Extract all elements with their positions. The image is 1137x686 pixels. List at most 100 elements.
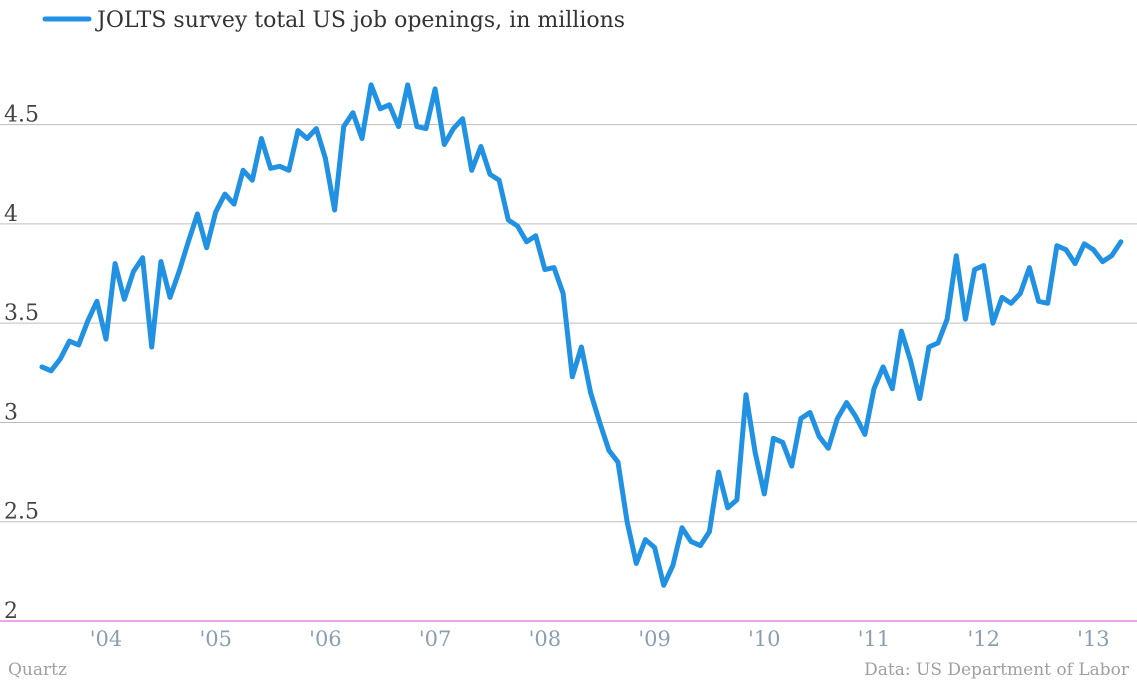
data-point: [542, 267, 548, 272]
y-tick-label: 2.5: [4, 500, 39, 525]
data-point: [643, 537, 648, 542]
data-point: [588, 390, 593, 395]
series-line: [39, 82, 1124, 588]
data-point: [76, 342, 81, 348]
data-point: [899, 328, 904, 334]
data-point: [149, 344, 154, 350]
data-point: [606, 448, 612, 453]
x-tick-label: '09: [638, 627, 671, 651]
data-point: [48, 368, 54, 374]
data-point: [131, 269, 136, 274]
data-point: [963, 317, 968, 322]
data-point: [286, 168, 292, 173]
data-point: [405, 82, 410, 88]
data-point: [954, 253, 959, 258]
data-point: [570, 374, 575, 379]
y-tick-label: 4: [4, 202, 18, 227]
data-point: [524, 239, 529, 244]
x-tick-label: '11: [858, 627, 891, 651]
data-point: [387, 102, 392, 107]
data-point: [222, 191, 228, 197]
data-point: [826, 446, 831, 451]
data-point: [304, 136, 310, 141]
x-tick-label: '13: [1077, 627, 1110, 651]
data-point: [835, 416, 840, 421]
data-point: [478, 144, 484, 149]
x-tick-label: '06: [309, 627, 342, 651]
data-point: [195, 211, 200, 217]
data-point: [1082, 241, 1087, 246]
data-point: [816, 434, 822, 439]
data-point: [506, 217, 511, 223]
data-point: [268, 166, 273, 171]
legend-label: JOLTS survey total US job openings, in m…: [95, 8, 625, 33]
data-point: [250, 178, 255, 183]
x-axis-ticks: '04 '05 '06 '07 '08 '09 '10 '11 '12 '13: [90, 627, 1110, 651]
data-point: [579, 344, 584, 350]
data-point: [798, 416, 804, 421]
data-point: [487, 172, 493, 177]
data-point: [515, 223, 520, 229]
data-point: [533, 233, 538, 239]
x-tick-label: '07: [419, 627, 452, 651]
data-point: [935, 340, 941, 346]
data-point: [94, 299, 100, 304]
data-point: [771, 436, 776, 441]
data-point: [698, 543, 703, 548]
data-point: [688, 539, 694, 544]
data-point: [67, 338, 72, 344]
data-point: [972, 267, 977, 272]
y-tick-label: 2: [4, 599, 18, 624]
data-point: [853, 414, 858, 419]
data-point: [789, 463, 794, 469]
data-point: [112, 261, 118, 266]
y-tick-label: 4.5: [4, 103, 39, 128]
data-point: [451, 126, 456, 131]
data-point: [103, 336, 109, 342]
data-point: [350, 110, 356, 115]
data-point: [167, 295, 173, 300]
data-point: [752, 450, 758, 455]
data-point: [890, 386, 895, 391]
data-point: [1100, 259, 1105, 264]
data-point: [725, 505, 730, 511]
data-point: [140, 255, 145, 260]
y-tick-label: 3.5: [4, 301, 39, 326]
data-point: [359, 136, 365, 141]
data-point: [634, 561, 639, 566]
gridlines: [0, 124, 1137, 622]
data-point: [862, 432, 868, 437]
data-point: [807, 410, 813, 415]
legend: JOLTS survey total US job openings, in m…: [42, 8, 625, 33]
x-tick-label: '05: [199, 627, 232, 651]
data-point: [1045, 301, 1050, 306]
data-point: [1072, 261, 1078, 266]
data-point: [213, 209, 218, 215]
data-point: [560, 291, 566, 296]
data-point: [1027, 265, 1032, 270]
data-point: [670, 563, 676, 568]
data-point: [240, 168, 246, 173]
data-point: [396, 124, 401, 129]
x-tick-label: '08: [529, 627, 562, 651]
data-point: [762, 491, 767, 497]
data-point: [652, 545, 657, 550]
data-point: [58, 356, 63, 362]
x-tick-label: '04: [90, 627, 123, 651]
data-point: [743, 392, 749, 397]
data-point: [926, 344, 932, 350]
data-point: [414, 124, 420, 129]
x-tick-label: '10: [748, 627, 781, 651]
data-point: [186, 239, 191, 244]
data-point: [780, 440, 785, 445]
y-axis-ticks: 2 2.5 3 3.5 4 4.5: [4, 103, 39, 624]
data-point: [679, 525, 685, 530]
x-tick-label: '12: [967, 627, 1000, 651]
data-point: [204, 245, 209, 250]
data-point: [423, 126, 429, 131]
data-point: [707, 529, 712, 534]
data-point: [1036, 299, 1041, 304]
data-point: [615, 459, 621, 465]
data-point: [231, 201, 237, 207]
